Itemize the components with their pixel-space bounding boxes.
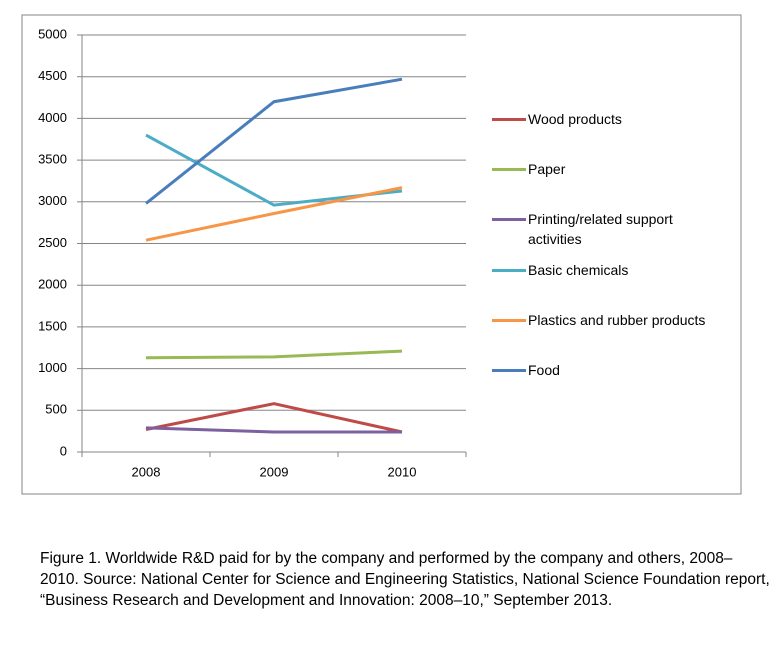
y-tick-label: 2500 — [38, 235, 67, 250]
x-tick-label: 2010 — [388, 464, 417, 479]
y-tick-label: 4000 — [38, 110, 67, 125]
y-tick-label: 3500 — [38, 152, 67, 167]
x-tick-label: 2008 — [132, 464, 161, 479]
y-tick-label: 4500 — [38, 68, 67, 83]
legend-item: Paper — [492, 159, 708, 179]
y-tick-label: 2000 — [38, 277, 67, 292]
legend-swatch — [492, 369, 526, 372]
y-tick-label: 0 — [60, 443, 67, 458]
legend-swatch — [492, 318, 526, 322]
series-line — [145, 426, 402, 434]
legend-item: Printing/related support activities — [492, 209, 708, 249]
series-line — [145, 186, 403, 242]
legend-label: Food — [528, 362, 560, 378]
legend-item: Wood products — [492, 109, 708, 129]
series-line — [145, 349, 403, 360]
y-tick-label: 1000 — [38, 360, 67, 375]
y-tick-label: 5000 — [38, 26, 67, 41]
legend-label: Basic chemicals — [528, 261, 629, 278]
legend-label: Wood products — [528, 111, 622, 127]
y-tick-label: 500 — [45, 402, 67, 417]
legend-item: Basic chemicals — [492, 260, 708, 280]
y-tick-label: 3000 — [38, 193, 67, 208]
x-tick-label: 2009 — [260, 464, 289, 479]
legend-label: Plastics and rubber products — [528, 311, 706, 328]
series-line — [145, 402, 403, 434]
legend-item: Food — [492, 360, 708, 380]
chart-frame — [21, 14, 742, 495]
legend-swatch — [492, 118, 526, 121]
caption: Figure 1. Worldwide R&D paid for by the … — [40, 550, 770, 609]
y-tick-label: 1500 — [38, 318, 67, 333]
legend-label: Printing/related support activities — [528, 211, 673, 248]
legend-swatch — [492, 218, 526, 222]
legend-swatch — [492, 268, 526, 272]
series-line — [145, 77, 403, 205]
legend-label: Paper — [528, 161, 566, 178]
legend-swatch — [492, 168, 526, 172]
legend-item: Plastics and rubber products — [492, 310, 708, 330]
